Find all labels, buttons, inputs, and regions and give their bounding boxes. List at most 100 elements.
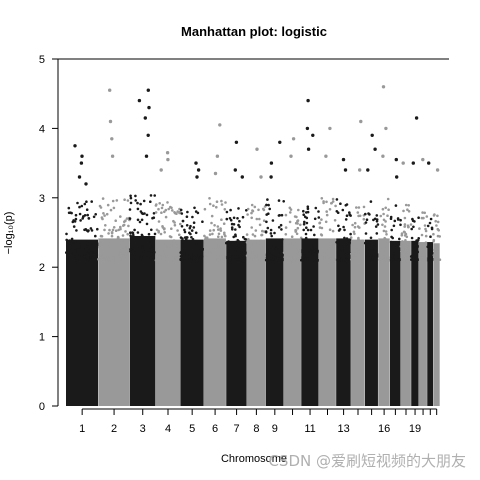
snp-point	[385, 233, 388, 236]
snp-point	[267, 258, 271, 262]
snp-point	[77, 246, 81, 249]
snp-point	[428, 221, 432, 225]
snp-point	[183, 252, 186, 255]
snp-point	[309, 228, 313, 232]
snp-point	[294, 248, 298, 251]
snp-point	[296, 219, 300, 222]
peak-point	[373, 147, 377, 151]
snp-point	[316, 251, 319, 255]
snp-point	[251, 233, 255, 236]
snp-point	[138, 220, 142, 224]
snp-point	[253, 234, 257, 238]
peak-point	[213, 171, 218, 176]
snp-point	[352, 230, 356, 234]
snp-point	[430, 249, 433, 252]
peak-point	[381, 85, 386, 89]
snp-point	[253, 241, 257, 244]
snp-point	[311, 258, 315, 261]
snp-point	[330, 201, 334, 205]
snp-point	[67, 211, 71, 215]
snp-point	[157, 220, 161, 223]
snp-point	[232, 223, 236, 226]
snp-point	[303, 252, 306, 256]
snp-point	[384, 206, 388, 210]
snp-point	[68, 239, 72, 242]
x-tick-label: 8	[253, 423, 259, 435]
snp-point	[123, 220, 126, 223]
snp-point	[350, 242, 354, 246]
snp-point	[300, 258, 303, 262]
snp-point	[291, 243, 294, 247]
snp-point	[157, 231, 160, 234]
watermark: CSDN @爱刷短视频的大朋友	[268, 452, 466, 470]
snp-point	[306, 207, 310, 210]
snp-point	[309, 244, 313, 247]
snp-point	[241, 249, 244, 253]
snp-point	[125, 217, 129, 220]
snp-point	[344, 218, 348, 221]
snp-point	[358, 214, 362, 218]
snp-point	[76, 248, 79, 252]
snp-point	[90, 251, 94, 254]
point-cloud	[351, 239, 365, 406]
snp-point	[247, 246, 251, 250]
snp-point	[432, 214, 436, 217]
snp-point	[174, 242, 178, 245]
x-tick-label: 1	[79, 423, 85, 435]
snp-point	[186, 253, 190, 256]
peak-point	[233, 168, 237, 172]
peak-point	[108, 88, 112, 92]
snp-point	[338, 228, 342, 231]
snp-point	[384, 220, 387, 223]
snp-point	[153, 194, 156, 197]
snp-point	[145, 222, 149, 226]
snp-point	[99, 252, 103, 256]
snp-point	[373, 243, 377, 246]
snp-point	[432, 248, 436, 252]
snp-point	[75, 229, 78, 232]
snp-point	[252, 258, 255, 262]
snp-point	[297, 247, 301, 250]
snp-point	[386, 197, 390, 201]
snp-point	[161, 225, 164, 228]
snp-point	[217, 232, 221, 236]
snp-point	[190, 229, 194, 232]
chromosome-19	[409, 116, 421, 406]
snp-point	[192, 253, 195, 256]
snp-point	[333, 258, 337, 262]
snp-point	[313, 245, 316, 249]
point-cloud	[389, 240, 401, 406]
snp-point	[290, 255, 293, 259]
point-cloud	[129, 235, 156, 406]
snp-point	[159, 232, 163, 236]
snp-point	[339, 202, 342, 205]
x-tick-label: 7	[234, 423, 240, 435]
snp-point	[306, 228, 310, 232]
snp-point	[400, 240, 403, 244]
snp-point	[307, 248, 311, 252]
snp-point	[399, 223, 402, 227]
snp-point	[318, 221, 322, 225]
snp-point	[256, 239, 260, 243]
snp-point	[308, 253, 311, 257]
snp-point	[232, 252, 236, 256]
point-cloud	[66, 239, 99, 406]
snp-point	[163, 210, 166, 214]
snp-point	[258, 217, 261, 221]
snp-point	[177, 253, 180, 257]
snp-point	[221, 258, 225, 262]
snp-point	[122, 254, 125, 257]
snp-point	[320, 197, 324, 200]
snp-point	[265, 220, 268, 224]
snp-point	[403, 216, 407, 220]
snp-point	[407, 204, 411, 207]
snp-point	[170, 249, 174, 253]
snp-point	[430, 227, 434, 231]
snp-point	[217, 228, 220, 231]
snp-point	[129, 250, 132, 253]
peak-point	[73, 144, 77, 148]
peak-point	[146, 88, 150, 92]
snp-point	[345, 214, 349, 217]
snp-point	[110, 234, 114, 238]
snp-point	[88, 240, 91, 243]
